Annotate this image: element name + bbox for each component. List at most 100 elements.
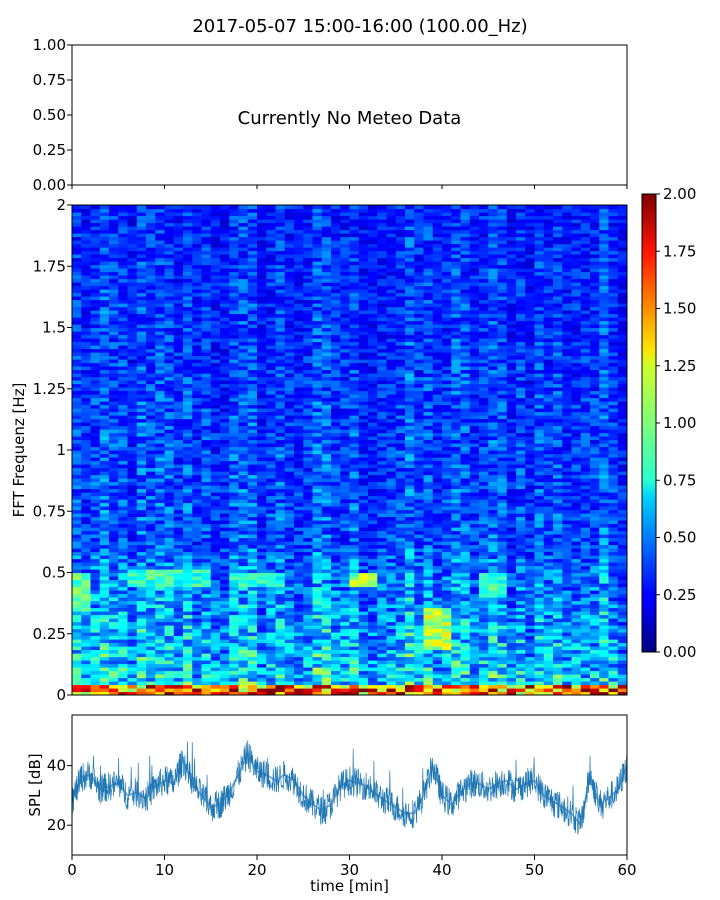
spectrogram-cell — [229, 649, 240, 654]
spectrogram-cell — [488, 628, 499, 633]
spectrogram-cell — [201, 439, 212, 444]
spectrogram-cell — [99, 632, 110, 637]
spectrogram-cell — [460, 586, 471, 591]
spectrogram-cell — [414, 646, 425, 651]
spectrogram-cell — [127, 621, 138, 626]
spectrogram-cell — [192, 415, 203, 420]
spectrogram-cell — [451, 642, 462, 647]
spectrogram-cell — [423, 562, 434, 567]
spectrogram-cell — [90, 579, 101, 584]
spectrogram-cell — [525, 537, 536, 542]
spectrogram-cell — [201, 471, 212, 476]
spectrogram-cell — [497, 404, 508, 409]
spectrogram-cell — [488, 642, 499, 647]
spectrogram-cell — [432, 411, 443, 416]
spectrogram-cell — [534, 593, 545, 598]
spectrogram-cell — [321, 534, 332, 539]
spectrogram-cell — [247, 432, 258, 437]
spectrogram-cell — [432, 670, 443, 675]
spectrogram-cell — [146, 415, 156, 420]
spectrogram-cell — [275, 457, 286, 462]
spectrogram-cell — [377, 506, 388, 511]
spectrogram-cell — [257, 520, 267, 525]
spectrogram-cell — [405, 667, 415, 672]
spectrogram-cell — [303, 646, 314, 651]
spectrogram-cell — [368, 467, 378, 472]
spectrogram-cell — [303, 422, 314, 427]
spectrogram-cell — [414, 404, 425, 409]
spectrogram-cell — [81, 495, 92, 500]
spectrogram-cell — [590, 604, 600, 609]
spectrogram-cell — [599, 464, 610, 469]
spectrogram-cell — [543, 450, 554, 455]
spectrogram-cell — [90, 562, 101, 567]
spectrogram-cell — [90, 688, 101, 693]
spectrogram-cell — [590, 425, 600, 430]
spectrogram-cell — [81, 642, 92, 647]
spectrogram-cell — [266, 632, 277, 637]
spectrogram-cell — [488, 572, 499, 577]
spectrogram-cell — [414, 607, 425, 612]
spectrogram-cell — [395, 534, 406, 539]
spectrogram-cell — [118, 530, 129, 535]
spectrogram-cell — [414, 411, 425, 416]
spectrogram-cell — [414, 597, 425, 602]
spectrogram-cell — [275, 411, 286, 416]
spectrogram-cell — [127, 415, 138, 420]
spectrogram-cell — [534, 684, 545, 689]
spectrogram-cell — [414, 527, 425, 532]
spectrogram-cell — [136, 558, 147, 563]
spectrogram-cell — [506, 628, 517, 633]
spectrogram-cell — [377, 565, 388, 570]
spectrogram-cell — [275, 516, 286, 521]
spectrogram-cell — [164, 446, 175, 451]
spectrogram-cell — [497, 649, 508, 654]
spectrogram-cell — [220, 565, 230, 570]
spectrogram-cell — [118, 565, 129, 570]
spectrogram-cell — [266, 667, 277, 672]
spectrogram-cell — [358, 464, 369, 469]
spectrogram-cell — [109, 670, 119, 675]
spectrogram-cell — [451, 621, 462, 626]
spectrogram-cell — [284, 649, 295, 654]
spectrogram-cell — [580, 408, 591, 413]
spectrogram-cell — [340, 614, 351, 619]
spectrogram-cell — [303, 611, 314, 616]
spectrogram-cell — [571, 499, 582, 504]
spectrogram-cell — [386, 527, 397, 532]
spectrogram-cell — [349, 457, 360, 462]
spectrogram-cell — [386, 653, 397, 658]
spectrogram-cell — [414, 684, 425, 689]
spectrogram-cell — [423, 691, 434, 695]
spectrogram-cell — [118, 572, 129, 577]
spectrogram-cell — [534, 541, 545, 546]
spectrogram-cell — [571, 460, 582, 465]
spectrogram-cell — [312, 583, 323, 588]
spectrogram-cell — [192, 481, 203, 486]
spectrogram-cell — [201, 422, 212, 427]
spectrogram-cell — [506, 688, 517, 693]
spectrogram-cell — [146, 677, 156, 682]
spectrogram-cell — [377, 590, 388, 595]
spectrogram-cell — [414, 502, 425, 507]
spectrogram-cell — [192, 474, 203, 479]
spectrogram-cell — [442, 506, 452, 511]
spectrogram-cell — [358, 548, 369, 553]
spectrogram-cell — [340, 684, 351, 689]
spectrogram-cell — [599, 681, 610, 686]
spectrogram-cell — [562, 474, 573, 479]
spectrogram-cell — [294, 593, 304, 598]
spectrogram-cell — [109, 471, 119, 476]
spectrogram-cell — [516, 499, 526, 504]
spectrogram-cell — [72, 618, 82, 623]
spectrogram-cell — [506, 537, 517, 542]
spectrogram-cell — [275, 614, 286, 619]
spectrogram-cell — [516, 541, 526, 546]
spectrogram-cell — [220, 576, 230, 581]
spectrogram-cell — [469, 446, 480, 451]
spectrogram-cell — [506, 422, 517, 427]
spectrogram-cell — [590, 586, 600, 591]
spectrogram-cell — [506, 432, 517, 437]
spectrogram-cell — [488, 439, 499, 444]
spectrogram-cell — [553, 422, 563, 427]
